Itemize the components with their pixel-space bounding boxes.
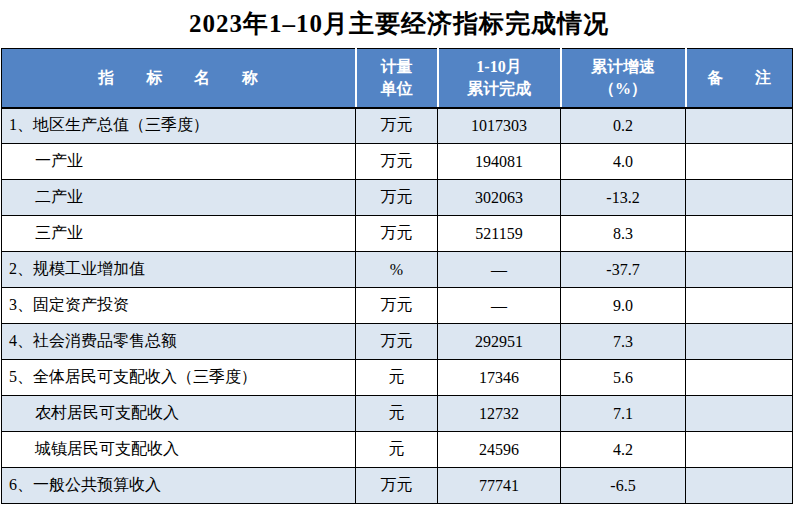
indicator-name-cell: 三产业 <box>2 216 356 252</box>
growth-rate-cell: 7.3 <box>561 324 686 360</box>
table-row: 2、规模工业增加值%—-37.7 <box>2 252 793 288</box>
table-row: 4、社会消费品零售总额万元2929517.3 <box>2 324 793 360</box>
unit-cell: % <box>356 252 438 288</box>
growth-rate-cell: 0.2 <box>561 108 686 144</box>
table-row: 二产业万元302063-13.2 <box>2 180 793 216</box>
cumulative-value-cell: — <box>438 252 561 288</box>
table-row: 1、地区生产总值（三季度）万元10173030.2 <box>2 108 793 144</box>
growth-rate-cell: -13.2 <box>561 180 686 216</box>
growth-rate-cell: 7.1 <box>561 396 686 432</box>
unit-cell: 万元 <box>356 108 438 144</box>
header-cell-growth-rate: 累计增速 （%） <box>561 49 686 108</box>
indicators-table: 指 标 名 称 计量 单位 1-10月 累计完成 累计增速 （%） 备 注 1、… <box>1 48 793 504</box>
note-cell <box>686 468 793 504</box>
cumulative-value-cell: — <box>438 288 561 324</box>
note-cell <box>686 108 793 144</box>
note-cell <box>686 324 793 360</box>
cumulative-value-cell: 1017303 <box>438 108 561 144</box>
indicator-name-cell: 1、地区生产总值（三季度） <box>2 108 356 144</box>
growth-rate-cell: 4.0 <box>561 144 686 180</box>
note-cell <box>686 180 793 216</box>
table-row: 三产业万元5211598.3 <box>2 216 793 252</box>
unit-cell: 万元 <box>356 288 438 324</box>
table-header-row: 指 标 名 称 计量 单位 1-10月 累计完成 累计增速 （%） 备 注 <box>2 49 793 108</box>
table-row: 农村居民可支配收入元127327.1 <box>2 396 793 432</box>
cumulative-value-cell: 24596 <box>438 432 561 468</box>
table-row: 3、固定资产投资万元—9.0 <box>2 288 793 324</box>
unit-cell: 元 <box>356 360 438 396</box>
table-row: 城镇居民可支配收入元245964.2 <box>2 432 793 468</box>
unit-cell: 万元 <box>356 324 438 360</box>
cumulative-value-cell: 521159 <box>438 216 561 252</box>
indicator-name-cell: 二产业 <box>2 180 356 216</box>
note-cell <box>686 144 793 180</box>
note-cell <box>686 288 793 324</box>
indicator-name-cell: 一产业 <box>2 144 356 180</box>
header-cell-cumulative: 1-10月 累计完成 <box>438 49 561 108</box>
growth-rate-cell: 4.2 <box>561 432 686 468</box>
growth-rate-cell: 5.6 <box>561 360 686 396</box>
growth-rate-cell: -37.7 <box>561 252 686 288</box>
growth-rate-cell: 8.3 <box>561 216 686 252</box>
unit-cell: 万元 <box>356 144 438 180</box>
indicator-name-cell: 城镇居民可支配收入 <box>2 432 356 468</box>
unit-cell: 元 <box>356 432 438 468</box>
indicator-name-cell: 2、规模工业增加值 <box>2 252 356 288</box>
note-cell <box>686 252 793 288</box>
growth-rate-cell: -6.5 <box>561 468 686 504</box>
cumulative-value-cell: 194081 <box>438 144 561 180</box>
note-cell <box>686 360 793 396</box>
indicator-name-cell: 农村居民可支配收入 <box>2 396 356 432</box>
cumulative-value-cell: 77741 <box>438 468 561 504</box>
indicator-name-cell: 3、固定资产投资 <box>2 288 356 324</box>
note-cell <box>686 432 793 468</box>
page-title: 2023年1–10月主要经济指标完成情况 <box>0 7 798 40</box>
table-body: 1、地区生产总值（三季度）万元10173030.2一产业万元1940814.0二… <box>2 108 793 504</box>
unit-cell: 万元 <box>356 216 438 252</box>
cumulative-value-cell: 292951 <box>438 324 561 360</box>
unit-cell: 万元 <box>356 468 438 504</box>
note-cell <box>686 216 793 252</box>
unit-cell: 元 <box>356 396 438 432</box>
indicator-name-cell: 4、社会消费品零售总额 <box>2 324 356 360</box>
header-cell-unit: 计量 单位 <box>356 49 438 108</box>
header-cell-indicator-name: 指 标 名 称 <box>2 49 356 108</box>
indicator-name-cell: 5、全体居民可支配收入（三季度） <box>2 360 356 396</box>
page: 2023年1–10月主要经济指标完成情况 指 标 名 称 计量 单位 1-10月… <box>0 0 798 505</box>
table-header: 指 标 名 称 计量 单位 1-10月 累计完成 累计增速 （%） 备 注 <box>2 49 793 108</box>
cumulative-value-cell: 302063 <box>438 180 561 216</box>
cumulative-value-cell: 17346 <box>438 360 561 396</box>
header-cell-note: 备 注 <box>686 49 793 108</box>
table-row: 5、全体居民可支配收入（三季度）元173465.6 <box>2 360 793 396</box>
growth-rate-cell: 9.0 <box>561 288 686 324</box>
indicator-name-cell: 6、一般公共预算收入 <box>2 468 356 504</box>
unit-cell: 万元 <box>356 180 438 216</box>
note-cell <box>686 396 793 432</box>
cumulative-value-cell: 12732 <box>438 396 561 432</box>
table-row: 一产业万元1940814.0 <box>2 144 793 180</box>
table-row: 6、一般公共预算收入万元77741-6.5 <box>2 468 793 504</box>
